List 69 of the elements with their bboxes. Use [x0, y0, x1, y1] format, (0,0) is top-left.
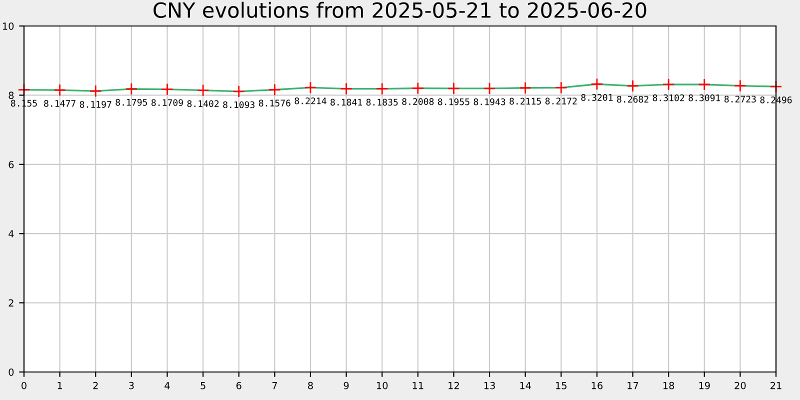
x-tick-label: 7 [272, 382, 277, 390]
data-label: 8.1841 [330, 98, 362, 106]
point [232, 85, 246, 98]
data-label: 8.1197 [80, 100, 112, 108]
y-tick-label: 2 [8, 299, 14, 306]
x-tick-label: 6 [236, 382, 242, 390]
x-tick-label: 21 [770, 382, 782, 390]
point [340, 82, 353, 96]
data-label: 8.2723 [724, 96, 756, 103]
data-label: 8.1709 [152, 99, 183, 106]
data-label: 8.1477 [44, 100, 76, 107]
data-label: 8.2682 [617, 96, 648, 103]
y-tick-label: 0 [8, 368, 14, 376]
data-label: 8.2008 [402, 98, 434, 106]
data-label: 8.2172 [545, 98, 577, 104]
data-label: 8.1093 [223, 101, 254, 108]
data-label: 8.1795 [116, 98, 148, 106]
y-tick-label: 8 [8, 92, 14, 100]
x-tick-label: 1 [58, 382, 62, 390]
data-label: 8.1835 [366, 98, 398, 106]
x-tick-label: 0 [22, 382, 26, 390]
data-label: 8.1955 [438, 98, 470, 106]
point [304, 81, 317, 94]
x-tick-label: 17 [628, 382, 638, 390]
x-tick-label: 13 [484, 382, 495, 390]
data-label: 8.3102 [652, 94, 684, 102]
x-tick-label: 10 [376, 382, 388, 390]
data-label: 8.2115 [510, 98, 541, 105]
x-tick-label: 18 [663, 382, 674, 390]
point [89, 84, 102, 98]
x-tick-label: 19 [699, 382, 710, 390]
x-tick-label: 5 [200, 382, 206, 390]
y-tick-label: 4 [8, 230, 14, 238]
point [196, 84, 210, 97]
x-tick-label: 12 [448, 382, 459, 390]
data-label: 8.3201 [581, 94, 613, 101]
data-label: 8.1943 [474, 98, 506, 106]
x-tick-label: 2 [93, 382, 98, 390]
x-tick-label: 3 [129, 382, 134, 390]
x-tick-label: 14 [520, 382, 531, 390]
point [447, 82, 460, 95]
y-tick-label: 10 [2, 22, 14, 30]
point [483, 82, 496, 95]
point [160, 83, 174, 96]
x-tick-label: 16 [592, 382, 603, 390]
data-label: 8.1576 [258, 100, 290, 107]
x-tick-label: 20 [734, 382, 746, 390]
point [662, 78, 675, 91]
point [376, 82, 388, 96]
x-tick-label: 8 [308, 382, 313, 390]
point [268, 83, 281, 96]
point [734, 80, 746, 92]
x-tick-label: 15 [556, 382, 566, 390]
chart-title: CNY evolutions from 2025-05-21 to 2025-06-20 [154, 2, 646, 18]
data-label: 8.1402 [187, 100, 219, 108]
x-tick-label: 4 [164, 382, 170, 390]
point [698, 78, 711, 91]
point [554, 81, 568, 94]
y-tick-label: 6 [8, 160, 14, 168]
point [590, 78, 604, 90]
point [626, 80, 640, 92]
x-tick-label: 11 [412, 382, 424, 390]
point [519, 82, 532, 94]
x-tick-label: 9 [344, 382, 349, 390]
point [125, 82, 138, 96]
point [54, 84, 66, 96]
data-label: 8.2214 [294, 97, 326, 104]
point [412, 82, 424, 95]
data-label: 8.3091 [688, 94, 720, 102]
